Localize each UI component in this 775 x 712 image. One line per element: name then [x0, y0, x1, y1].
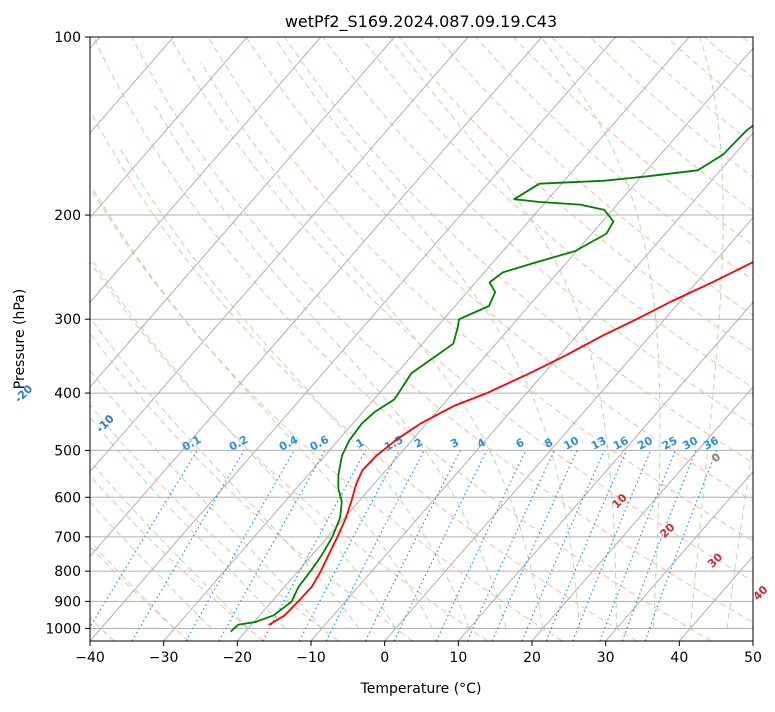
x-axis-label: Temperature (°C) — [360, 681, 482, 697]
x-tick-label: 40 — [670, 650, 688, 666]
x-tick-label: −40 — [75, 650, 105, 666]
y-tick-label: 600 — [54, 490, 81, 506]
x-tick-label: 10 — [449, 650, 467, 666]
x-tick-label: 0 — [380, 650, 389, 666]
x-tick-label: −30 — [149, 650, 179, 666]
x-tick-label: −10 — [296, 650, 326, 666]
x-tick-label: 50 — [744, 650, 762, 666]
y-tick-label: 900 — [54, 594, 81, 610]
x-tick-label: −20 — [223, 650, 253, 666]
y-tick-label: 700 — [54, 530, 81, 546]
chart-title: wetPf2_S169.2024.087.09.19.C43 — [285, 12, 557, 32]
y-tick-label: 1000 — [45, 621, 81, 637]
y-tick-label: 800 — [54, 564, 81, 580]
x-tick-label: 20 — [523, 650, 541, 666]
y-tick-label: 200 — [54, 208, 81, 224]
y-tick-label: 400 — [54, 386, 81, 402]
y-tick-label: 500 — [54, 443, 81, 459]
y-tick-label: 300 — [54, 312, 81, 328]
y-tick-label: 100 — [54, 30, 81, 46]
y-axis-label: Pressure (hPa) — [12, 289, 28, 389]
x-tick-label: 30 — [597, 650, 615, 666]
